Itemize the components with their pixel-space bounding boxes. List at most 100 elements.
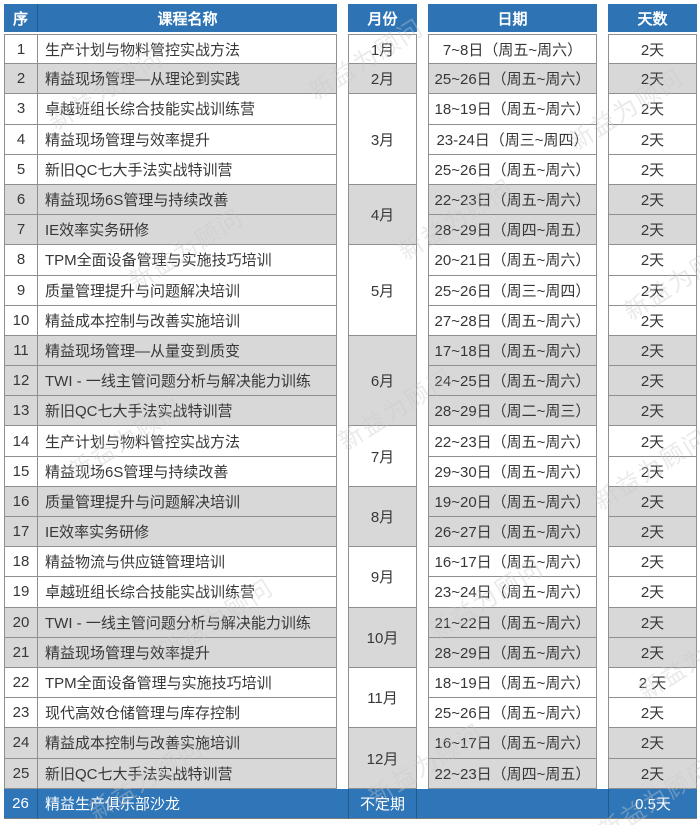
days-cell: 2天 [608, 305, 697, 336]
date-cell: 29~30日（周五~周六） [428, 456, 597, 487]
month-cell: 1月 [348, 34, 417, 65]
days-cell: 2天 [608, 154, 697, 185]
seq-cell: 4 [4, 124, 38, 155]
date-cell: 25~26日（周五~周六） [428, 154, 597, 185]
days-cell: 2天 [608, 34, 697, 65]
course-name-cell: 卓越班组长综合技能实战训练营 [38, 577, 337, 608]
date-cell: 16~17日（周五~周六） [428, 547, 597, 578]
days-cell: 2天 [608, 275, 697, 306]
days-cell: 2天 [608, 124, 697, 155]
seq-cell: 13 [4, 396, 38, 427]
days-cell: 2天 [608, 637, 697, 668]
date-cell: 18~19日（周五~周六） [428, 667, 597, 699]
date-cell: 17~18日（周五~周六） [428, 335, 597, 367]
course-name-cell: TWI - 一线主管问题分析与解决能力训练 [38, 366, 337, 397]
seq-cell: 12 [4, 366, 38, 397]
days-cell: 2天 [608, 94, 697, 125]
course-name-cell: 卓越班组长综合技能实战训练营 [38, 94, 337, 125]
month-cell: 4月 [348, 184, 417, 246]
days-cell: 2天 [608, 426, 697, 457]
seq-cell: 1 [4, 34, 38, 65]
date-cell: 7~8日（周五~周六） [428, 34, 597, 65]
date-cell: 23-24日（周三~周四） [428, 124, 597, 155]
days-cell: 2天 [608, 728, 697, 759]
month-cell: 7月 [348, 426, 417, 487]
seq-cell: 2 [4, 64, 38, 95]
course-name-cell: 精益现场管理与效率提升 [38, 124, 337, 155]
date-cell: 25~26日（周五~周六） [428, 64, 597, 95]
seq-cell: 25 [4, 758, 38, 789]
date-cell: 28~29日（周二~周三） [428, 396, 597, 427]
date-cell: 20~21日（周五~周六） [428, 245, 597, 276]
days-cell: 2天 [608, 607, 697, 638]
course-name-cell: 精益现场管理—从量变到质变 [38, 335, 337, 367]
seq-cell: 6 [4, 184, 38, 216]
course-name-cell: IE效率实务研修 [38, 215, 337, 246]
date-cell: 28~29日（周四~周五） [428, 215, 597, 246]
date-cell [428, 788, 597, 819]
seq-cell: 26 [4, 788, 38, 819]
date-cell: 25~26日（周五~周六） [428, 698, 597, 729]
days-cell: 2天 [608, 547, 697, 578]
date-cell: 16~17日（周五~周六） [428, 728, 597, 759]
seq-cell: 21 [4, 637, 38, 668]
days-cell: 2天 [608, 486, 697, 517]
course-name-cell: 精益物流与供应链管理培训 [38, 547, 337, 578]
days-cell: 2天 [608, 698, 697, 729]
days-cell: 2天 [608, 245, 697, 276]
course-name-cell: 质量管理提升与问题解决培训 [38, 486, 337, 517]
seq-cell: 18 [4, 547, 38, 578]
course-name-cell: IE效率实务研修 [38, 517, 337, 548]
course-name-cell: 新旧QC七大手法实战特训营 [38, 396, 337, 427]
seq-cell: 8 [4, 245, 38, 276]
course-name-cell: TWI - 一线主管问题分析与解决能力训练 [38, 607, 337, 638]
month-cell: 5月 [348, 245, 417, 336]
date-cell: 27~28日（周五~周六） [428, 305, 597, 336]
course-schedule-table: 序 课程名称 月份 日期 天数 1 生产计划与物料管控实战方法 1月 7~8日（周五~… [4, 4, 697, 819]
seq-cell: 20 [4, 607, 38, 638]
date-cell: 18~19日（周五~周六） [428, 94, 597, 125]
days-cell: 2天 [608, 396, 697, 427]
seq-cell: 9 [4, 275, 38, 306]
date-cell: 24~25日（周五~周六） [428, 366, 597, 397]
days-cell: 2天 [608, 64, 697, 95]
date-cell: 22~23日（周五~周六） [428, 184, 597, 216]
course-name-cell: 精益现场管理—从理论到实践 [38, 64, 337, 95]
date-cell: 22~23日（周五~周六） [428, 426, 597, 457]
course-name-cell: 新旧QC七大手法实战特训营 [38, 154, 337, 185]
course-name-cell: 精益成本控制与改善实施培训 [38, 305, 337, 336]
course-name-cell: 精益生产俱乐部沙龙 [38, 788, 337, 819]
course-name-cell: 质量管理提升与问题解决培训 [38, 275, 337, 306]
header-seq: 序 [4, 4, 38, 32]
seq-cell: 3 [4, 94, 38, 125]
seq-cell: 19 [4, 577, 38, 608]
course-name-cell: 精益成本控制与改善实施培训 [38, 728, 337, 759]
date-cell: 25~26日（周三~周四） [428, 275, 597, 306]
date-cell: 23~24日（周五~周六） [428, 577, 597, 608]
days-cell: 2天 [608, 366, 697, 397]
course-name-cell: 精益现场管理与效率提升 [38, 637, 337, 668]
date-cell: 21~22日（周五~周六） [428, 607, 597, 638]
days-cell: 0.5天 [608, 788, 697, 819]
days-cell: 2天 [608, 517, 697, 548]
month-cell: 6月 [348, 335, 417, 427]
header-date: 日期 [428, 4, 597, 32]
row-gap-fill [417, 788, 428, 819]
date-cell: 28~29日（周五~周六） [428, 637, 597, 668]
course-name-cell: 精益现场6S管理与持续改善 [38, 456, 337, 487]
days-cell: 2天 [608, 456, 697, 487]
seq-cell: 23 [4, 698, 38, 729]
seq-cell: 22 [4, 667, 38, 699]
row-gap-fill [597, 788, 608, 819]
header-course-name: 课程名称 [38, 4, 337, 32]
course-name-cell: 新旧QC七大手法实战特训营 [38, 758, 337, 789]
days-cell: 2天 [608, 215, 697, 246]
month-cell: 不定期 [348, 788, 417, 819]
date-cell: 26~27日（周五~周六） [428, 517, 597, 548]
month-cell: 2月 [348, 64, 417, 95]
course-name-cell: 生产计划与物料管控实战方法 [38, 34, 337, 65]
course-name-cell: 精益现场6S管理与持续改善 [38, 184, 337, 216]
month-cell: 11月 [348, 667, 417, 729]
days-cell: 2 天 [608, 667, 697, 699]
